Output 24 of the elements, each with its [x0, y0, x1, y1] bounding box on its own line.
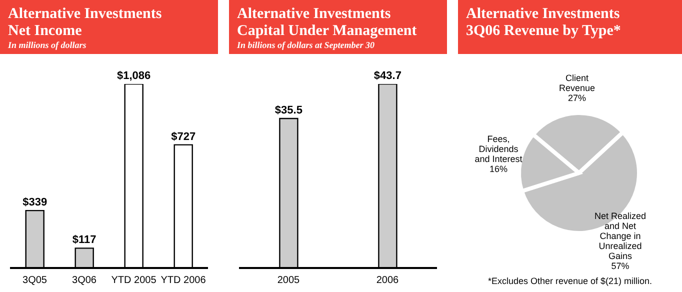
text: *Excludes Other revenue of $(21) million. [486, 276, 654, 286]
data-label: $35.5 [274, 104, 302, 117]
data-label: $43.7 [374, 70, 402, 82]
slice-label: Client Revenue [558, 73, 596, 94]
chart-title: Alternative Investments 3Q06 Revenue by Type* [466, 6, 622, 40]
slice-label: Net Realized and Net Change in Unrealized Gains [594, 210, 646, 261]
x-tick-label: 3Q05 [22, 275, 48, 286]
chart-title: Alternative Investments Net Income [8, 6, 163, 40]
x-tick-label: 2006 [376, 275, 400, 286]
x-tick-label: YTD 2006 [160, 275, 206, 286]
data-label: $1,086 [117, 70, 151, 82]
data-label: $339 [22, 196, 48, 209]
chart-subtitle: In millions of dollars [8, 40, 88, 51]
slice-label: Fees, Dividends and Interest [474, 134, 523, 164]
data-label: $727 [171, 130, 196, 143]
chart-subtitle: In billions of dollars at September 30 [237, 40, 376, 51]
chart-title: Alternative Investments Capital Under Management [237, 6, 418, 40]
x-tick-label: YTD 2005 [111, 275, 157, 286]
data-label: 27% [568, 93, 586, 104]
data-label: 16% [490, 164, 508, 174]
x-tick-label: 3Q06 [72, 275, 97, 286]
x-tick-label: 2005 [277, 275, 300, 286]
data-label: 57% [611, 260, 630, 271]
data-label: $117 [72, 234, 96, 246]
